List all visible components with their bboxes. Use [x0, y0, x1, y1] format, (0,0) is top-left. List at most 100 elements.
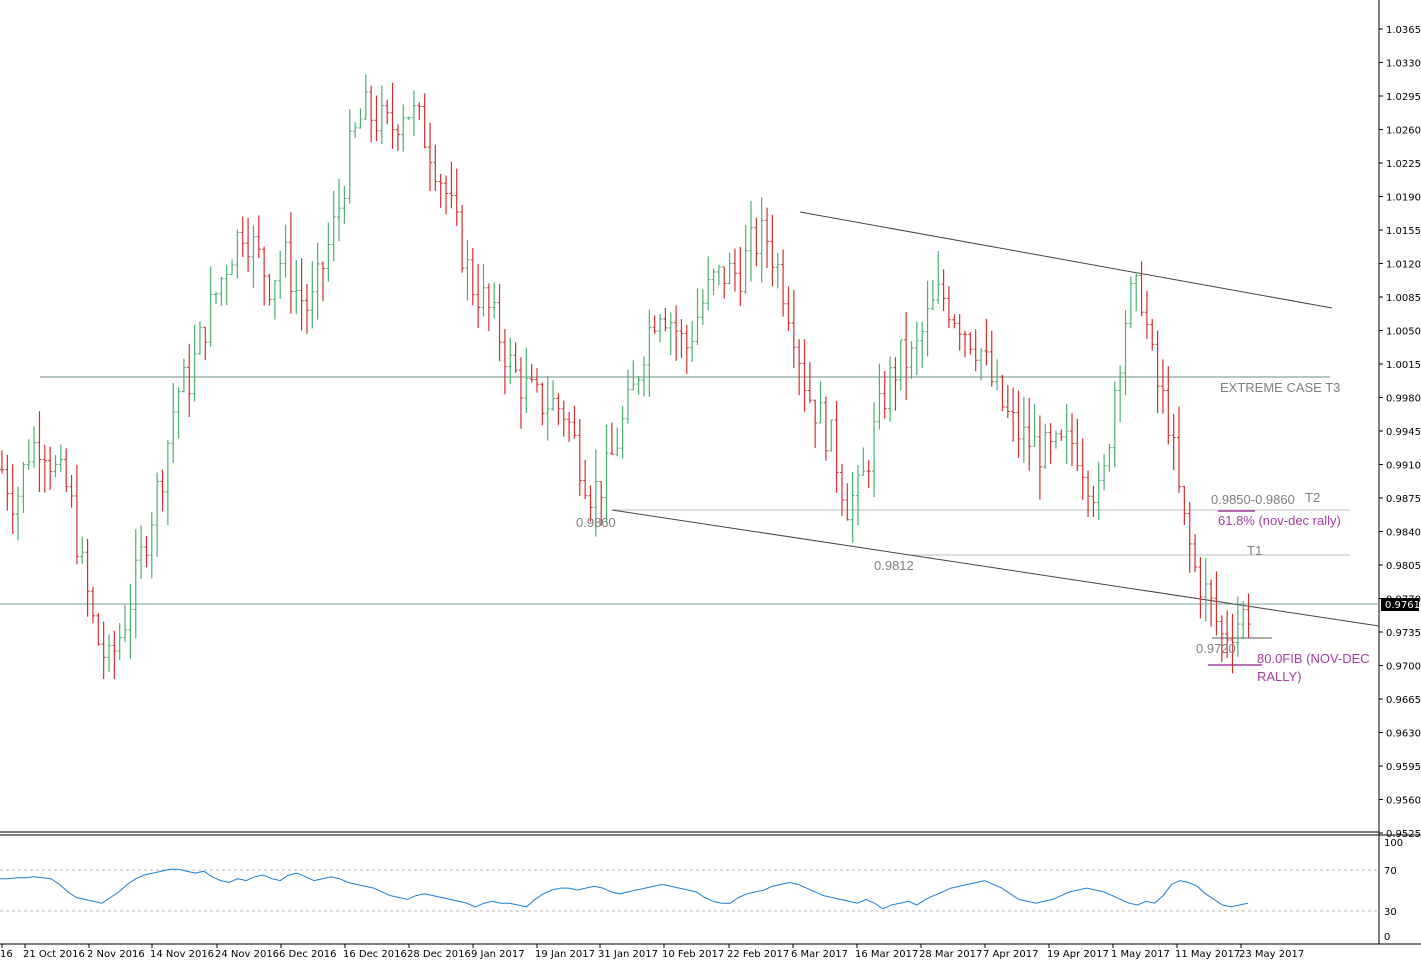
- ohlc-bar: [139, 525, 144, 579]
- time-tick-label: 7 Apr 2017: [983, 949, 1038, 960]
- ohlc-bar: [508, 337, 513, 385]
- time-tick-label: 19 Apr 2017: [1047, 949, 1109, 960]
- ohlc-bar: [770, 214, 775, 287]
- ohlc-bar: [791, 290, 796, 369]
- ohlc-bar: [1011, 387, 1016, 442]
- ohlc-bar: [583, 459, 588, 500]
- ohlc-bar: [1102, 454, 1107, 491]
- ohlc-bar: [48, 446, 53, 490]
- ohlc-bar: [1000, 374, 1005, 412]
- ohlc-bar: [379, 85, 384, 145]
- price-tick-label: 1.0155: [1386, 226, 1421, 237]
- ohlc-bar: [572, 405, 577, 439]
- ohlc-bar: [882, 371, 887, 419]
- ohlc-bar: [1230, 613, 1235, 674]
- ohlc-bar: [90, 586, 95, 624]
- lower-trendline: [611, 509, 1380, 627]
- ohlc-bar: [1155, 330, 1160, 414]
- ohlc-bar: [1080, 438, 1085, 500]
- ohlc-bar: [856, 465, 860, 526]
- ohlc-bar: [107, 634, 111, 673]
- ohlc-bar: [117, 622, 122, 660]
- price-tick-label: 1.0295: [1386, 92, 1421, 103]
- ohlc-bar: [358, 108, 363, 129]
- ohlc-bar: [1219, 615, 1224, 662]
- ohlc-bar: [5, 454, 10, 511]
- extreme-case-label: EXTREME CASE T3: [1220, 380, 1340, 395]
- ohlc-bar: [952, 314, 957, 329]
- ohlc-bar: [668, 312, 673, 356]
- ohlc-bar: [10, 464, 15, 534]
- ohlc-bar: [1193, 534, 1198, 573]
- ohlc-bar: [438, 173, 443, 208]
- ohlc-bar: [556, 393, 561, 425]
- ohlc-bar: [26, 439, 31, 470]
- price-tick-label: 0.9665: [1386, 695, 1421, 706]
- ohlc-bar: [74, 464, 79, 565]
- price-tick-label: 1.0225: [1386, 159, 1421, 170]
- ohlc-bar: [353, 122, 358, 138]
- ohlc-bar: [1118, 365, 1123, 423]
- ohlc-bar: [385, 99, 390, 125]
- ohlc-bar: [904, 312, 909, 401]
- ohlc-bar: [235, 229, 240, 279]
- ohlc-bar: [21, 462, 26, 513]
- ohlc-bar: [663, 307, 668, 332]
- ohlc-bar: [930, 280, 935, 311]
- ohlc-bar: [192, 324, 197, 402]
- ohlc-bar: [866, 460, 871, 489]
- time-tick-label: 28 Dec 2016: [407, 949, 471, 960]
- time-tick-label: 23 May 2017: [1239, 949, 1304, 960]
- time-tick-label: 10 Feb 2017: [662, 949, 724, 960]
- ohlc-bar: [470, 248, 475, 306]
- ohlc-bar: [497, 283, 502, 362]
- ohlc-bar: [716, 264, 721, 286]
- price-tick-label: 0.9875: [1386, 494, 1421, 505]
- ohlc-bar: [540, 382, 545, 426]
- ohlc-bar: [674, 305, 679, 361]
- time-tick-label: 6 Dec 2016: [279, 949, 337, 960]
- ohlc-bar: [588, 485, 593, 522]
- price-tick-label: 1.0330: [1386, 59, 1421, 70]
- time-tick-label: 16: [0, 949, 13, 960]
- ohlc-bar: [1198, 557, 1203, 619]
- ohlc-bar: [315, 242, 320, 320]
- ohlc-bar: [1005, 385, 1010, 418]
- ohlc-bar: [256, 215, 261, 259]
- ohlc-bar: [1070, 413, 1074, 467]
- ohlc-bar: [1037, 415, 1042, 500]
- ohlc-bar: [347, 109, 352, 204]
- ohlc-bar: [294, 260, 299, 315]
- ohlc-bar: [374, 95, 379, 142]
- ohlc-bar: [454, 168, 459, 226]
- ohlc-bar: [428, 122, 432, 192]
- ohlc-bar: [567, 412, 572, 442]
- time-tick-label: 28 Mar 2017: [919, 949, 982, 960]
- ohlc-bar: [502, 329, 507, 395]
- ohlc-bar: [604, 424, 609, 523]
- ohlc-bar: [310, 261, 315, 329]
- ohlc-bar: [1187, 502, 1192, 573]
- ohlc-bar: [96, 612, 101, 646]
- ohlc-bar: [1086, 470, 1091, 517]
- ohlc-bar: [658, 314, 663, 343]
- ohlc-bar: [444, 175, 449, 215]
- price-tick-label: 1.0120: [1386, 260, 1421, 271]
- oscillator-panel: 100 70 30 0: [0, 838, 1403, 943]
- ohlc-bar: [545, 376, 550, 441]
- price-tick-label: 0.9525: [1386, 829, 1421, 840]
- fib-80-label-line2: RALLY): [1257, 669, 1302, 684]
- low-0860-label: 0.9860: [576, 515, 616, 530]
- ohlc-bar: [759, 197, 764, 283]
- ohlc-bar: [995, 359, 1000, 391]
- ohlc-bar: [128, 583, 133, 659]
- ohlc-bar: [1241, 601, 1246, 639]
- ohlc-bar: [631, 360, 636, 391]
- ohlc-bar: [1096, 461, 1101, 520]
- price-axis: 1.0365 1.0330 1.0295 1.0260 1.0225 1.0190 1.01…: [1379, 25, 1421, 840]
- price-tick-label: 1.0365: [1386, 25, 1421, 36]
- ohlc-bar: [984, 318, 989, 366]
- low-0812-label: 0.9812: [874, 558, 914, 573]
